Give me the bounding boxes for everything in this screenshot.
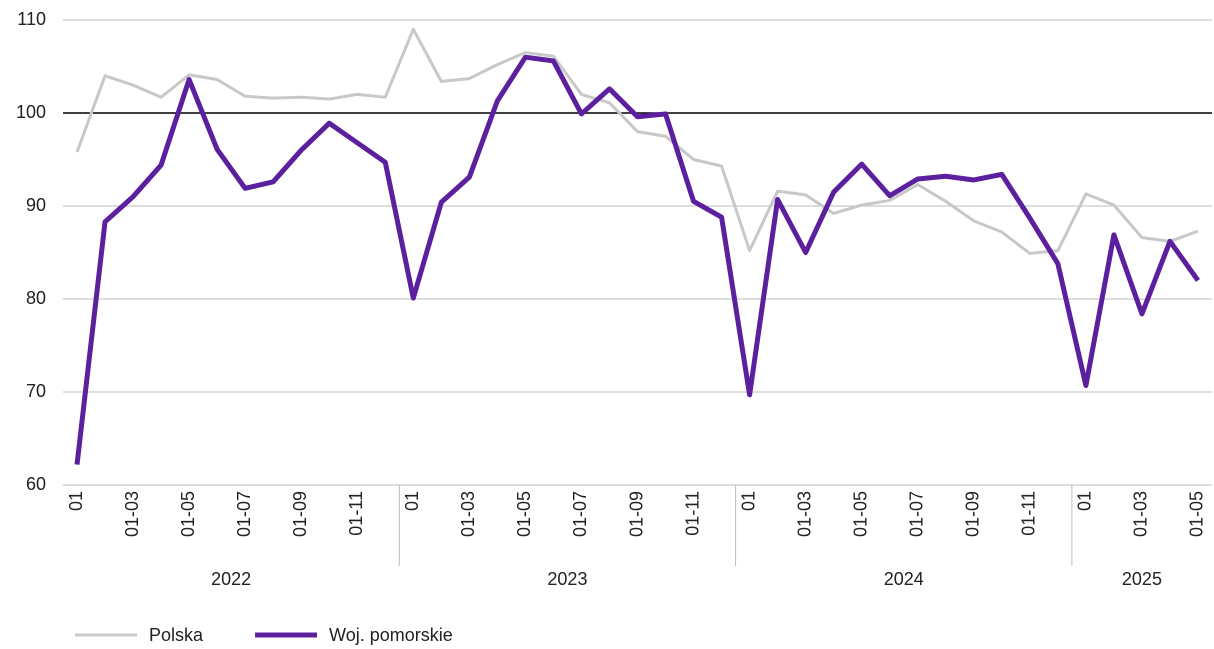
series-line bbox=[74, 54, 1201, 465]
x-tick-label: 01 bbox=[402, 491, 422, 511]
x-tick-label: 01-07 bbox=[906, 491, 926, 537]
x-group-label: 2024 bbox=[884, 569, 924, 589]
x-group-label: 2025 bbox=[1122, 569, 1162, 589]
series-line bbox=[75, 27, 1199, 255]
y-tick-label: 90 bbox=[26, 195, 46, 215]
y-tick-label: 80 bbox=[26, 288, 46, 308]
x-group-label: 2023 bbox=[547, 569, 587, 589]
x-tick-label: 01 bbox=[66, 491, 86, 511]
x-tick-label: 01-09 bbox=[290, 491, 310, 537]
y-tick-label: 100 bbox=[16, 102, 46, 122]
x-tick-label: 01 bbox=[738, 491, 758, 511]
x-tick-label: 01-05 bbox=[1187, 491, 1207, 537]
x-tick-label: 01-07 bbox=[234, 491, 254, 537]
legend-label: Woj. pomorskie bbox=[329, 625, 453, 645]
x-tick-label: 01-09 bbox=[626, 491, 646, 537]
x-tick-label: 01-05 bbox=[850, 491, 870, 537]
x-tick-label: 01-11 bbox=[1019, 491, 1039, 536]
x-tick-label: 01-11 bbox=[346, 491, 366, 536]
x-tick-label: 01 bbox=[1075, 491, 1095, 511]
y-tick-label: 60 bbox=[26, 474, 46, 494]
x-tick-label: 01-05 bbox=[178, 491, 198, 537]
x-tick-label: 01-09 bbox=[963, 491, 983, 537]
y-tick-label: 70 bbox=[26, 381, 46, 401]
legend-label: Polska bbox=[149, 625, 204, 645]
x-tick-label: 01-07 bbox=[570, 491, 590, 537]
x-tick-label: 01-03 bbox=[1131, 491, 1151, 537]
x-tick-label: 01-03 bbox=[458, 491, 478, 537]
x-tick-label: 01-03 bbox=[794, 491, 814, 537]
x-tick-label: 01-05 bbox=[514, 491, 534, 537]
x-group-label: 2022 bbox=[211, 569, 251, 589]
y-tick-label: 110 bbox=[17, 9, 46, 29]
x-tick-label: 01-03 bbox=[122, 491, 142, 537]
x-tick-label: 01-11 bbox=[682, 491, 702, 536]
